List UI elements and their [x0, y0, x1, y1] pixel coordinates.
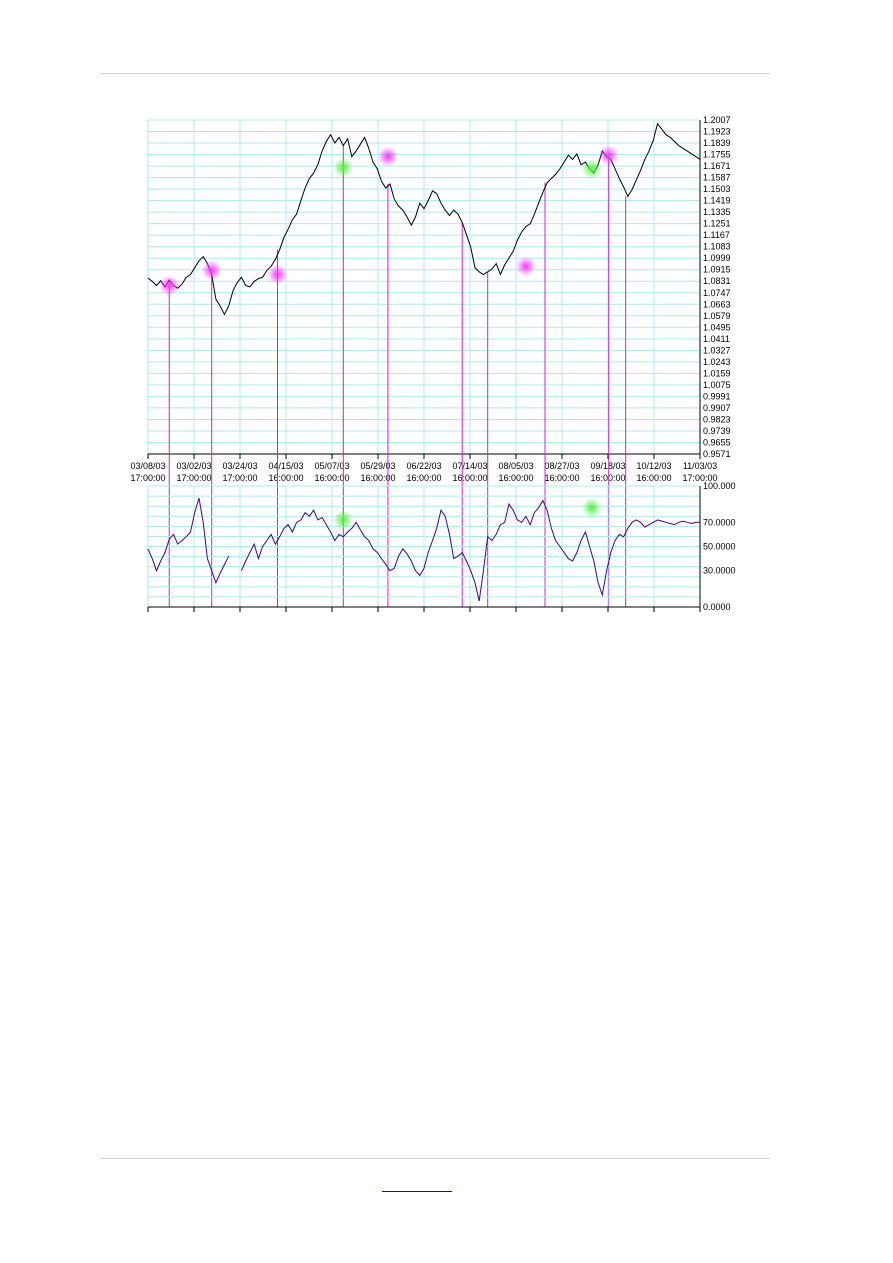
- osc-y-tick-label: 50.0000: [703, 542, 736, 552]
- price-x-tick-time: 16:00:00: [406, 473, 441, 483]
- price-x-tick-time: 16:00:00: [498, 473, 533, 483]
- osc-y-tick-label: 70.0000: [703, 517, 736, 527]
- price-x-tick-date: 04/15/03: [268, 461, 303, 471]
- price-y-tick-label: 0.9655: [703, 437, 731, 447]
- price-signal-marker: [377, 146, 398, 167]
- price-y-tick-label: 1.0747: [703, 288, 731, 298]
- price-y-tick-label: 1.0075: [703, 380, 731, 390]
- price-x-tick-time: 17:00:00: [222, 473, 257, 483]
- price-y-tick-label: 1.0243: [703, 357, 731, 367]
- osc-y-tick-label: 30.0000: [703, 566, 736, 576]
- price-y-tick-label: 0.9823: [703, 414, 731, 424]
- price-x-tick-date: 08/27/03: [544, 461, 579, 471]
- price-signal-marker: [581, 158, 602, 179]
- price-x-tick-date: 07/14/03: [452, 461, 487, 471]
- price-y-tick-label: 1.1251: [703, 219, 731, 229]
- price-x-tick-time: 17:00:00: [682, 473, 717, 483]
- price-y-tick-label: 1.0327: [703, 345, 731, 355]
- price-y-tick-label: 1.1503: [703, 184, 731, 194]
- price-y-tick-label: 1.1167: [703, 230, 730, 240]
- price-x-tick-time: 16:00:00: [452, 473, 487, 483]
- price-y-tick-label: 1.0915: [703, 265, 731, 275]
- header-rule: [100, 73, 770, 74]
- price-y-tick-label: 1.1923: [703, 127, 731, 137]
- price-x-tick-date: 03/08/03: [130, 461, 165, 471]
- price-y-tick-label: 1.0159: [703, 368, 731, 378]
- price-signal-marker: [159, 275, 180, 296]
- price-x-tick-date: 09/18/03: [590, 461, 625, 471]
- price-x-tick-time: 16:00:00: [314, 473, 349, 483]
- price-x-tick-time: 16:00:00: [544, 473, 579, 483]
- price-x-tick-time: 16:00:00: [268, 473, 303, 483]
- price-y-tick-label: 1.1671: [703, 161, 731, 171]
- price-x-tick-time: 16:00:00: [590, 473, 625, 483]
- price-x-tick-date: 05/07/03: [314, 461, 349, 471]
- price-y-tick-label: 1.2007: [703, 115, 731, 125]
- price-x-tick-date: 11/03/03: [683, 461, 717, 471]
- price-x-tick-date: 10/12/03: [636, 461, 671, 471]
- price-y-tick-label: 1.1587: [703, 173, 731, 183]
- price-x-tick-date: 08/05/03: [498, 461, 533, 471]
- price-y-tick-label: 1.1335: [703, 207, 731, 217]
- price-y-tick-label: 1.0495: [703, 322, 731, 332]
- footer-rule: [100, 1158, 770, 1159]
- price-y-tick-label: 1.1083: [703, 242, 731, 252]
- footer-link[interactable]: [382, 1177, 452, 1192]
- price-y-tick-label: 1.0411: [703, 334, 730, 344]
- price-signal-marker: [515, 256, 536, 277]
- osc-series-line: [147, 497, 700, 602]
- price-signal-marker: [267, 264, 288, 285]
- price-y-tick-label: 1.1839: [703, 138, 731, 148]
- price-x-tick-time: 16:00:00: [360, 473, 395, 483]
- price-y-tick-label: 0.9571: [703, 449, 731, 459]
- price-y-tick-label: 0.9991: [703, 391, 731, 401]
- price-y-tick-label: 1.1755: [703, 150, 731, 160]
- price-y-tick-label: 1.0831: [703, 276, 731, 286]
- price-y-tick-label: 1.1419: [703, 196, 731, 206]
- oscillator-chart-panel: 100.000 70.0000 50.0000 30.0000 0.0000: [147, 481, 736, 612]
- price-y-tick-label: 0.9907: [703, 403, 731, 413]
- price-y-tick-label: 1.0579: [703, 311, 731, 321]
- osc-signal-marker: [333, 509, 354, 530]
- price-y-tick-label: 0.9739: [703, 426, 731, 436]
- osc-y-tick-label: 100.000: [703, 481, 736, 491]
- price-y-tick-label: 1.0663: [703, 299, 731, 309]
- price-x-tick-date: 03/02/03: [176, 461, 211, 471]
- price-x-tick-date: 06/22/03: [406, 461, 441, 471]
- price-signal-marker: [598, 145, 619, 166]
- price-signal-marker: [201, 260, 222, 281]
- price-x-tick-time: 17:00:00: [130, 473, 165, 483]
- price-signal-marker: [333, 157, 354, 178]
- price-x-tick-date: 05/29/03: [360, 461, 395, 471]
- price-x-tick-time: 16:00:00: [636, 473, 671, 483]
- price-x-tick-date: 03/24/03: [222, 461, 257, 471]
- osc-y-tick-label: 0.0000: [703, 602, 731, 612]
- price-y-tick-label: 1.0999: [703, 253, 731, 263]
- price-x-tick-time: 17:00:00: [176, 473, 211, 483]
- osc-signal-marker: [581, 497, 602, 518]
